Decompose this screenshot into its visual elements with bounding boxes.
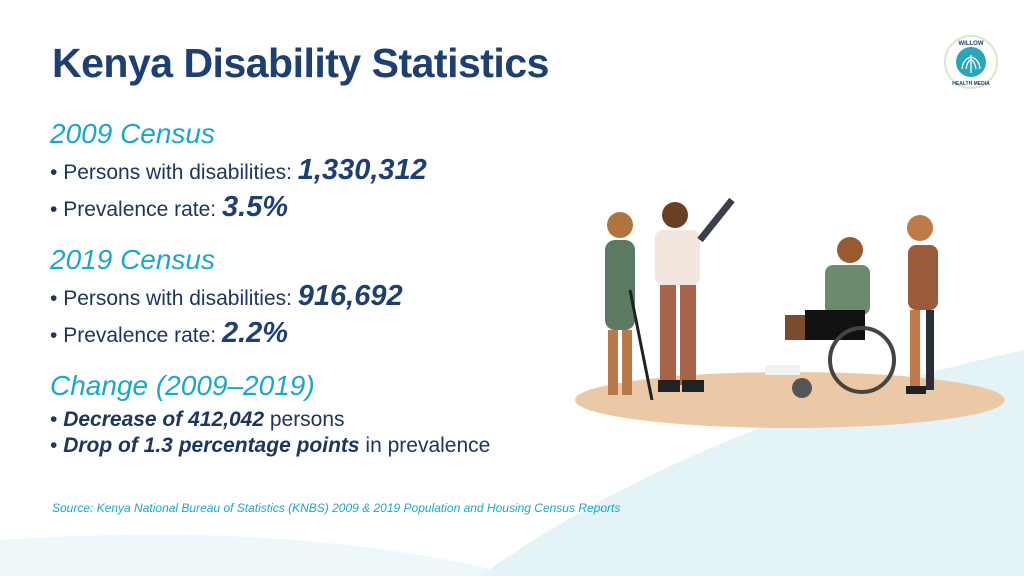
value: 916,692 [297,280,403,312]
label: Persons with disabilities: [63,161,292,184]
willow-health-media-logo: WILLOW HEALTH MEDIA [944,35,998,89]
bold: Decrease of 412,042 [63,408,264,431]
rate-2009: • Prevalence rate: 3.5% [50,191,289,223]
change-section: Change (2009–2019) • Decrease of 412,042… [50,370,490,458]
page-title: Kenya Disability Statistics [52,40,549,86]
census-2019-heading: 2019 Census [50,244,216,275]
rest: persons [264,408,345,431]
census-2019-section: 2019 Census • Persons with disabilities:… [50,244,403,350]
rate-2019: • Prevalence rate: 2.2% [50,317,289,349]
change-heading: Change (2009–2019) [50,370,315,401]
man-with-prosthetic-arm-figure [655,197,735,392]
census-2009-heading: 2009 Census [50,118,216,149]
persons-2019: • Persons with disabilities: 916,692 [50,280,403,312]
label: Persons with disabilities: [63,287,292,310]
svg-text:WILLOW: WILLOW [959,41,984,47]
bold: Drop of 1.3 percentage points [63,434,360,457]
people-illustration [575,197,1005,428]
census-2009-section: 2009 Census • Persons with disabilities:… [50,118,427,224]
change-item-1: • Decrease of 412,042 persons [50,408,345,431]
source-note: Source: Kenya National Bureau of Statist… [52,501,621,515]
persons-2009: • Persons with disabilities: 1,330,312 [50,154,427,186]
value: 3.5% [221,191,289,223]
label: Prevalence rate: [63,324,217,347]
svg-text:HEALTH MEDIA: HEALTH MEDIA [952,81,990,87]
change-item-2: • Drop of 1.3 percentage points in preva… [50,434,491,457]
value: 1,330,312 [297,154,427,186]
person-in-wheelchair-figure [765,237,896,398]
woman-with-cane-figure [605,212,654,401]
woman-with-prosthetic-leg-figure [906,215,938,394]
label: Prevalence rate: [63,198,217,221]
rest: in prevalence [359,434,491,457]
value: 2.2% [221,317,289,349]
